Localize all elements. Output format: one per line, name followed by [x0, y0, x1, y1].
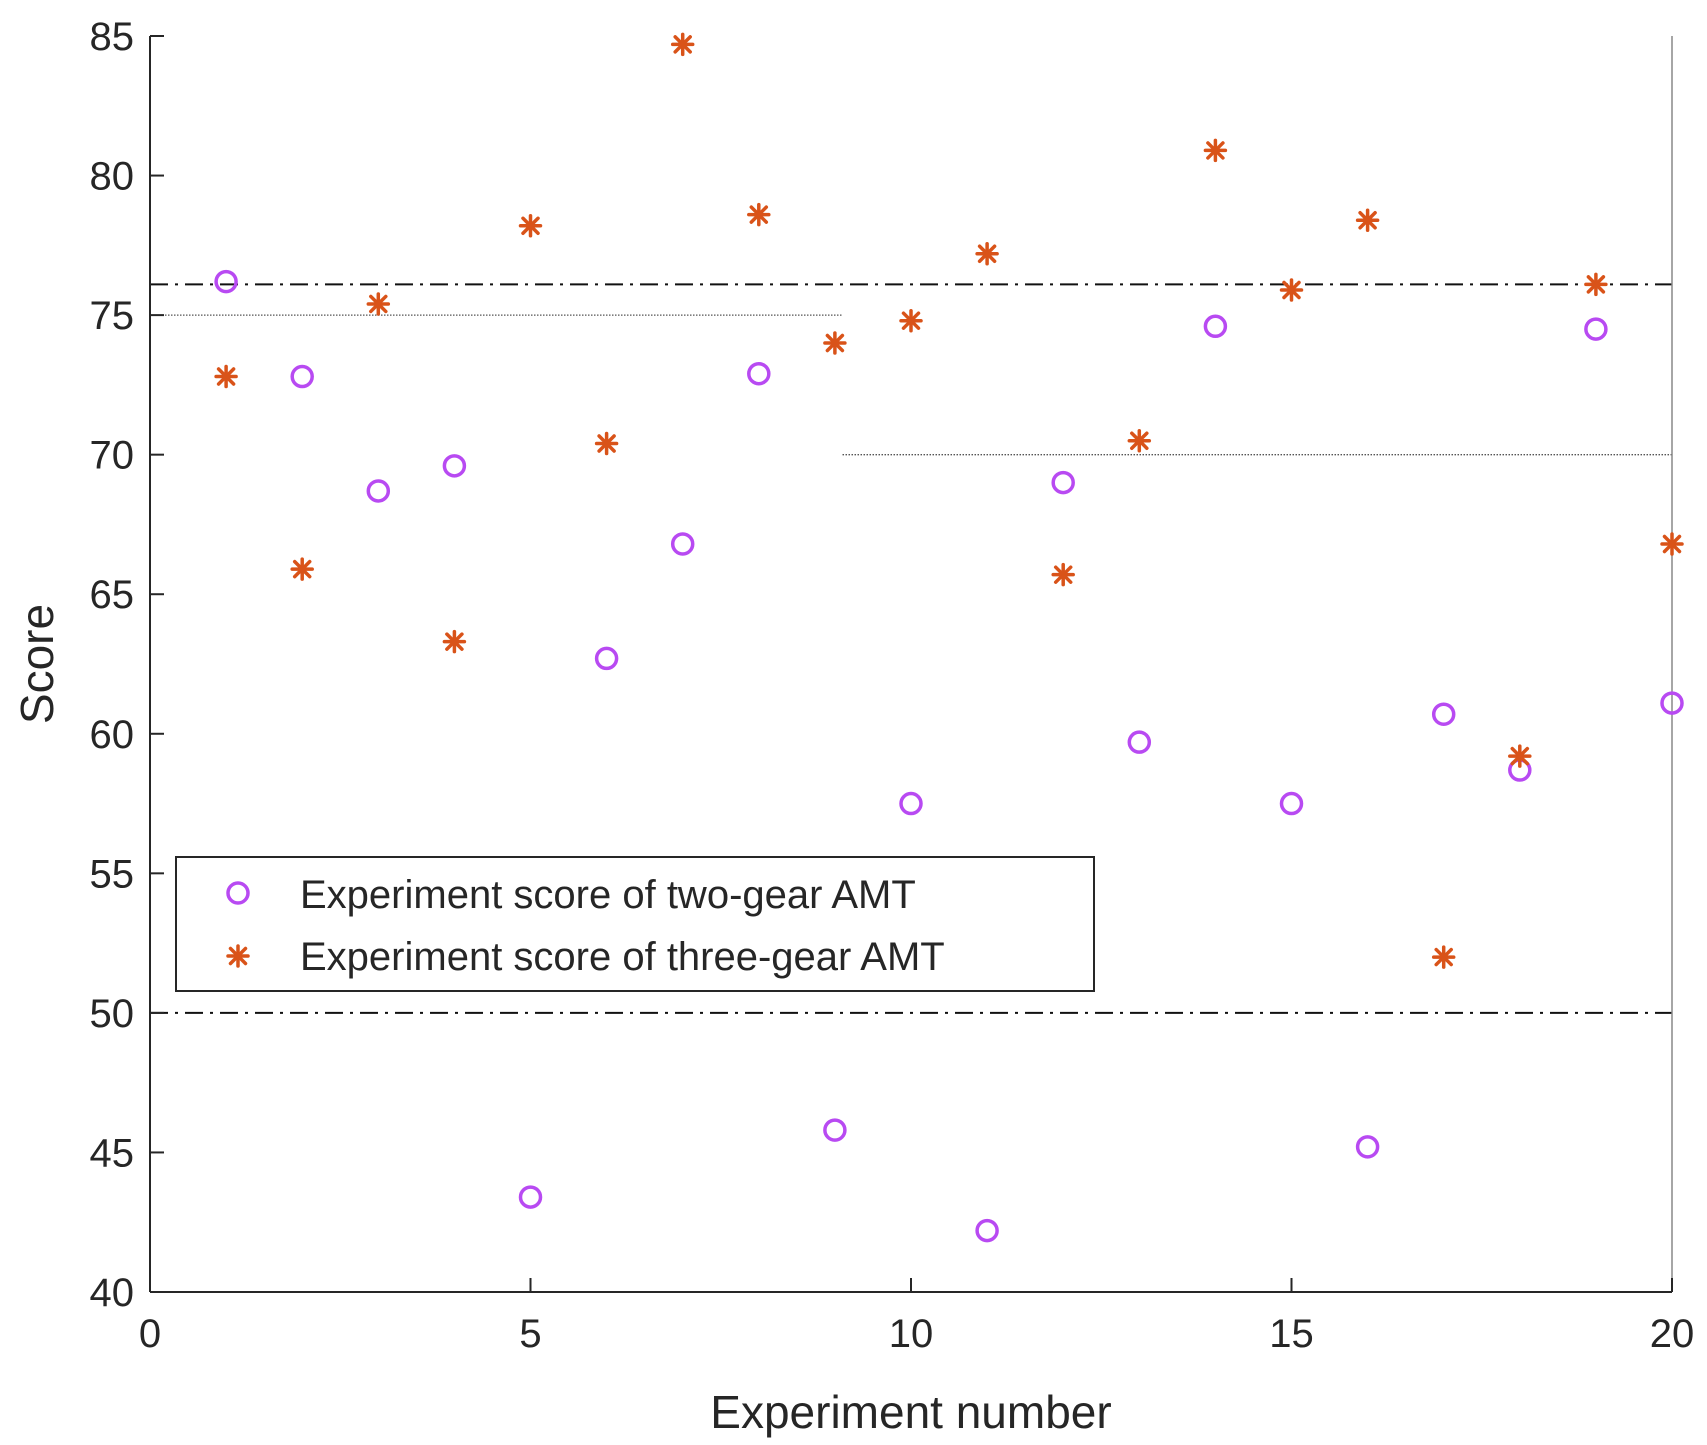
point-two-gear: [1660, 691, 1684, 715]
point-two-gear: [747, 361, 771, 386]
reference-lines: [150, 36, 1673, 1292]
axes: [149, 36, 1672, 1293]
point-three-gear: [594, 431, 619, 456]
point-three-gear: [670, 32, 695, 57]
point-three-gear: [290, 557, 314, 581]
point-two-gear: [1203, 314, 1228, 339]
legend-label-three-gear: Experiment score of three-gear AMT: [300, 935, 945, 979]
legend: Experiment score of two-gear AMT Experim…: [175, 856, 1095, 992]
y-tick-label: 55: [90, 852, 135, 896]
point-three-gear: [1127, 428, 1152, 453]
point-three-gear: [1431, 945, 1456, 969]
point-two-gear: [1431, 702, 1456, 726]
point-three-gear: [975, 241, 999, 266]
point-three-gear: [1355, 208, 1380, 232]
point-three-gear: [1279, 278, 1304, 302]
point-three-gear: [1051, 562, 1075, 587]
x-tick-label: 5: [519, 1312, 541, 1356]
x-ticks: 0 5 10 15 20: [139, 1278, 1694, 1356]
y-tick-label: 45: [90, 1131, 135, 1175]
data-points: [214, 32, 1684, 1243]
point-three-gear: [899, 308, 923, 333]
legend-box: [175, 856, 1095, 992]
y-axis-label: Score: [11, 604, 63, 724]
point-two-gear: [518, 1185, 543, 1209]
x-tick-label: 15: [1269, 1312, 1314, 1356]
point-three-gear: [366, 292, 391, 316]
point-two-gear: [670, 532, 695, 556]
point-three-gear: [1584, 272, 1608, 297]
point-three-gear: [1660, 532, 1684, 556]
y-tick-label: 70: [90, 434, 135, 478]
y-tick-label: 75: [90, 294, 135, 338]
point-two-gear: [1279, 791, 1304, 816]
point-two-gear: [1355, 1135, 1380, 1159]
y-tick-label: 50: [90, 992, 135, 1036]
point-three-gear: [442, 629, 467, 654]
legend-asterisk-marker: [226, 944, 250, 968]
y-ticks: 40 45 50 55 60 65 70 75 80 85: [90, 15, 164, 1315]
y-tick-label: 85: [90, 15, 135, 59]
x-tick-label: 0: [139, 1312, 161, 1356]
point-three-gear: [1508, 744, 1532, 768]
legend-marker-three-gear: [226, 944, 250, 968]
point-two-gear: [823, 1118, 847, 1142]
y-tick-label: 65: [90, 573, 135, 617]
point-three-gear: [214, 364, 238, 389]
point-two-gear: [1127, 730, 1152, 754]
point-three-gear: [518, 214, 543, 238]
legend-circle-marker: [226, 881, 250, 905]
x-tick-label: 20: [1650, 1312, 1695, 1356]
point-two-gear: [442, 454, 467, 478]
point-three-gear: [823, 331, 847, 355]
point-two-gear: [290, 364, 314, 389]
point-three-gear: [1203, 138, 1228, 163]
y-tick-label: 40: [90, 1271, 135, 1315]
point-two-gear: [366, 479, 391, 503]
y-tick-label: 80: [90, 155, 135, 199]
point-two-gear: [1051, 470, 1075, 495]
legend-label-two-gear: Experiment score of two-gear AMT: [300, 873, 916, 917]
point-two-gear: [899, 791, 923, 816]
point-two-gear: [214, 269, 238, 294]
legend-marker-two-gear: [226, 881, 250, 905]
point-three-gear: [747, 202, 771, 227]
point-two-gear: [594, 646, 619, 671]
x-axis-label: Experiment number: [710, 1386, 1111, 1438]
point-two-gear: [1584, 317, 1608, 341]
x-tick-label: 10: [889, 1312, 934, 1356]
point-two-gear: [975, 1218, 999, 1243]
y-tick-label: 60: [90, 713, 135, 757]
